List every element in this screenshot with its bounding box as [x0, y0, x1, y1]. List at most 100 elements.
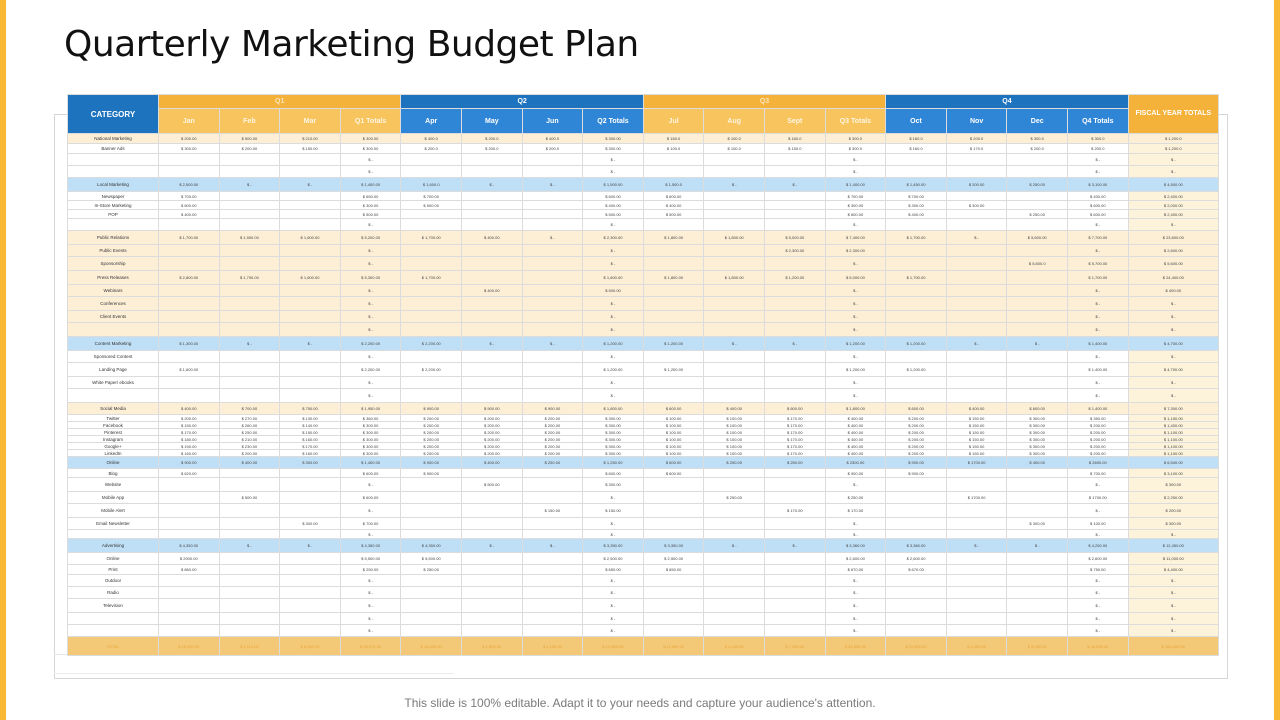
- table-cell: $ 1700.00: [1067, 491, 1129, 504]
- table-cell: [521, 350, 584, 363]
- row-category-label: [67, 153, 159, 166]
- table-cell: $ 170.00: [764, 442, 826, 450]
- table-cell: $ -: [824, 256, 887, 271]
- table-cell: [703, 376, 765, 389]
- totals-cell: $ 11,950.00: [885, 636, 947, 656]
- table-cell: $ 1,700.00: [400, 270, 462, 285]
- table-cell: [279, 564, 341, 575]
- table-cell: [1006, 322, 1068, 337]
- month-header-oct: Oct: [885, 108, 947, 134]
- table-cell: $ 1,100.00: [1127, 428, 1220, 436]
- table-cell: [461, 310, 523, 323]
- totals-label: TOTAL: [67, 636, 159, 656]
- table-cell: [703, 244, 765, 257]
- table-cell: [885, 296, 947, 311]
- table-cell: $ 250.00: [703, 491, 765, 504]
- table-cell: $ 900.00: [824, 468, 887, 478]
- table-cell: $ 900.00: [158, 456, 220, 469]
- table-cell: $ -: [1127, 376, 1220, 389]
- table-cell: [885, 612, 947, 625]
- table-cell: $ 100.0: [703, 143, 765, 154]
- table-cell: [945, 270, 1008, 285]
- q4-totals-header: Q4 Totals: [1067, 108, 1129, 134]
- table-row: Conferences $ - $ - $ - $ - $ -: [67, 296, 1220, 311]
- table-cell: [218, 296, 281, 311]
- table-cell: $ 170.00: [764, 449, 826, 457]
- table-cell: [1006, 244, 1068, 257]
- table-cell: $ 1,800.00: [642, 270, 705, 285]
- table-row: $ - $ - $ - $ - $ -: [67, 153, 1220, 166]
- table-cell: $ 400.00: [824, 414, 887, 422]
- table-cell: $ 6,540.00: [1127, 456, 1220, 469]
- right-accent-bar: [1274, 0, 1280, 720]
- table-cell: $ 400.00: [1006, 456, 1068, 469]
- table-cell: [279, 256, 341, 271]
- table-cell: $ -: [1067, 598, 1129, 613]
- table-cell: [279, 284, 341, 297]
- table-cell: $ 1,600.0: [400, 177, 462, 192]
- totals-cell: $ 25,000.00: [158, 636, 220, 656]
- table-cell: [218, 388, 281, 403]
- table-cell: $ 300.00: [339, 442, 402, 450]
- table-cell: $ 200.00: [1067, 421, 1129, 429]
- table-cell: [521, 388, 584, 403]
- row-category-label: Content Marketing: [67, 336, 159, 351]
- table-row: Website $ - $ 500.00 $ 300.00 $ - $ - $ 300.00: [67, 477, 1220, 492]
- table-cell: $ 650.00: [339, 191, 402, 201]
- table-cell: $ -: [339, 218, 402, 231]
- table-cell: $ 150.00: [521, 503, 584, 518]
- table-cell: [521, 296, 584, 311]
- q2-totals-header: Q2 Totals: [582, 108, 644, 134]
- table-cell: [764, 552, 826, 565]
- table-cell: [1006, 564, 1068, 575]
- table-cell: [158, 529, 220, 539]
- table-cell: [642, 503, 705, 518]
- table-cell: $ 180.00: [158, 435, 220, 443]
- table-cell: $ 1,950.00: [339, 402, 402, 415]
- table-cell: [218, 517, 281, 530]
- table-cell: [703, 517, 765, 530]
- table-cell: [885, 218, 947, 231]
- table-cell: $ 5,300.00: [339, 270, 402, 285]
- table-cell: $ -: [339, 310, 402, 323]
- table-cell: $ 1,500.0: [642, 177, 705, 192]
- table-cell: [703, 624, 765, 637]
- table-cell: $ -: [339, 612, 402, 625]
- totals-cell: $ 1,800.00: [461, 636, 523, 656]
- table-cell: $ 2,300.00: [764, 244, 826, 257]
- table-cell: $ 400.00: [885, 209, 947, 219]
- table-cell: $ 200.00: [521, 435, 584, 443]
- table-cell: [521, 477, 584, 492]
- table-cell: $ -: [764, 538, 826, 553]
- table-cell: $ 600.00: [824, 209, 887, 219]
- table-cell: [642, 165, 705, 178]
- table-cell: $ -: [1127, 529, 1220, 539]
- table-cell: $ 250.00: [218, 428, 281, 436]
- table-cell: [764, 322, 826, 337]
- table-cell: $ 400.00: [642, 200, 705, 210]
- table-cell: $ 300.00: [339, 428, 402, 436]
- table-cell: $ -: [582, 296, 644, 311]
- table-cell: $ 300.00: [339, 143, 402, 154]
- table-cell: [764, 284, 826, 297]
- row-category-label: Sponsored Content: [67, 350, 159, 363]
- table-cell: $ 4,350.00: [339, 538, 402, 553]
- table-cell: $ 2,250.00: [1127, 491, 1220, 504]
- table-cell: [1006, 376, 1068, 389]
- table-cell: $ 400.00: [824, 442, 887, 450]
- table-cell: [945, 362, 1008, 377]
- table-cell: $ 400.00: [824, 421, 887, 429]
- table-cell: $ 200.00: [400, 435, 462, 443]
- table-cell: $ 2,600.00: [885, 552, 947, 565]
- totals-cell: $ 4,150.00: [703, 636, 765, 656]
- table-cell: $ 300.00: [582, 449, 644, 457]
- table-row: Public Relations $ 1,700.00 $ 1,900.00 $ 1,…: [67, 230, 1220, 245]
- fiscal-year-header: FISCAL YEAR TOTALS: [1127, 94, 1220, 134]
- table-cell: [703, 165, 765, 178]
- table-cell: [279, 322, 341, 337]
- table-cell: $ 200.00: [400, 442, 462, 450]
- table-cell: [945, 574, 1008, 587]
- table-cell: $ 2,400.00: [1127, 191, 1220, 201]
- table-cell: $ -: [582, 376, 644, 389]
- table-cell: [461, 322, 523, 337]
